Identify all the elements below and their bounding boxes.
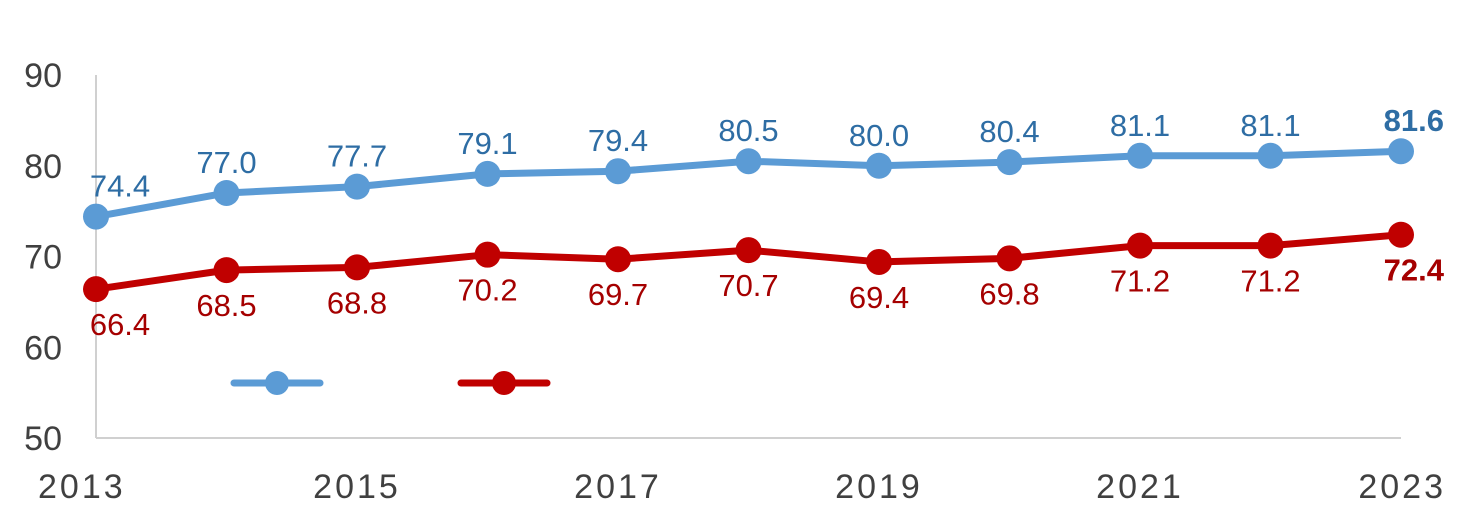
legend	[230, 371, 551, 395]
data-point	[344, 254, 370, 281]
data-label: 81.6	[1384, 103, 1444, 138]
legend-marker	[492, 371, 516, 395]
y-tick-label: 60	[24, 329, 62, 367]
data-point	[1127, 142, 1153, 169]
data-label: 80.5	[718, 113, 778, 148]
data-point	[866, 152, 892, 179]
data-point	[605, 246, 631, 273]
series-0: 74.4 77.0 77.7 79.1 79.4 80.5 80.0 80.4 81.1 81.1…	[83, 103, 1444, 230]
data-label: 81.1	[1240, 108, 1300, 143]
data-point	[605, 158, 631, 185]
data-label: 66.4	[90, 307, 150, 342]
data-point	[1127, 232, 1153, 259]
data-point	[213, 179, 240, 206]
y-axis-tick-labels: 50 60 70 80 90	[24, 57, 62, 458]
data-label: 77.7	[327, 139, 387, 174]
data-label: 81.1	[1110, 108, 1170, 143]
data-label: 68.5	[196, 288, 256, 323]
data-point	[1257, 142, 1284, 169]
data-label: 70.7	[718, 268, 778, 303]
x-tick-label: 2023	[1358, 468, 1446, 506]
legend-marker	[265, 371, 289, 395]
data-label: 80.0	[849, 118, 909, 153]
data-label: 74.4	[90, 169, 150, 204]
x-tick-label: 2013	[38, 468, 126, 506]
data-label: 69.8	[979, 276, 1039, 311]
data-point	[344, 173, 370, 200]
x-tick-label: 2021	[1096, 468, 1184, 506]
data-point	[83, 276, 109, 303]
data-point	[213, 257, 240, 284]
data-point	[1257, 232, 1284, 259]
data-label: 79.4	[588, 123, 648, 158]
x-axis-tick-labels: 2013 2015 2017 2019 2021 2023	[38, 468, 1446, 506]
data-point	[83, 203, 109, 230]
data-label: 71.2	[1110, 264, 1170, 299]
x-tick-label: 2017	[574, 468, 662, 506]
data-label: 77.0	[196, 145, 256, 180]
data-label: 70.2	[457, 273, 517, 308]
chart-axes	[95, 75, 1401, 439]
data-label: 69.7	[588, 277, 648, 312]
series-layer: 74.4 77.0 77.7 79.1 79.4 80.5 80.0 80.4 81.1 81.1…	[83, 103, 1445, 342]
legend-entry-0	[230, 371, 324, 395]
data-point	[474, 160, 501, 187]
y-tick-label: 80	[24, 148, 62, 186]
data-label: 68.8	[327, 285, 387, 320]
data-point	[996, 149, 1023, 176]
data-point	[1388, 221, 1414, 248]
data-point	[1388, 138, 1414, 165]
data-label: 80.4	[979, 114, 1039, 149]
y-tick-label: 90	[24, 57, 62, 95]
x-tick-label: 2019	[835, 468, 923, 506]
data-label: 79.1	[457, 126, 517, 161]
data-point	[735, 237, 762, 264]
legend-entry-1	[457, 371, 551, 395]
y-tick-label: 50	[24, 420, 62, 458]
data-point	[866, 248, 892, 275]
data-point	[735, 148, 762, 175]
y-tick-label: 70	[24, 239, 62, 277]
data-label: 71.2	[1240, 264, 1300, 299]
x-tick-label: 2015	[313, 468, 401, 506]
series-1: 66.4 68.5 68.8 70.2 69.7 70.7 69.4 69.8 71.2 71.2…	[83, 221, 1445, 342]
data-label: 72.4	[1384, 253, 1445, 288]
data-point	[996, 245, 1023, 272]
data-point	[474, 241, 501, 268]
data-label: 69.4	[849, 280, 909, 315]
